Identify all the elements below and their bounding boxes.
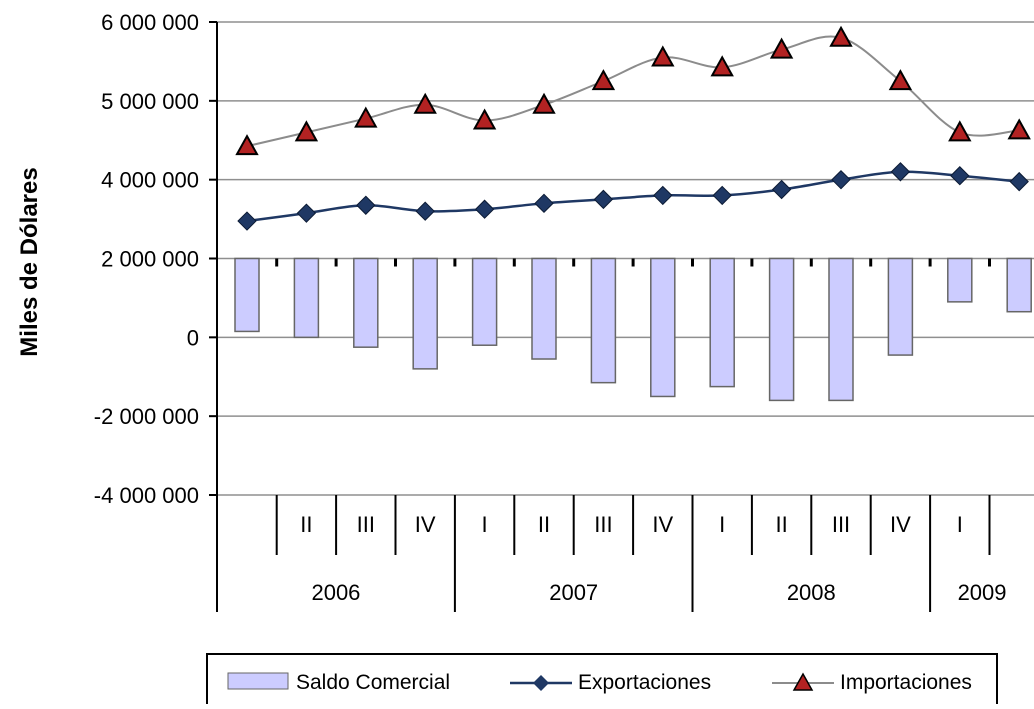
exportaciones-marker: [415, 201, 435, 221]
quarter-label: IV: [415, 512, 436, 537]
exportaciones-marker: [474, 199, 495, 219]
exportaciones-marker: [356, 195, 376, 215]
saldo-bar: [531, 257, 557, 360]
quarter-label: II: [300, 512, 312, 537]
importaciones-marker: [591, 69, 616, 91]
saldo-bar: [1006, 257, 1032, 313]
exportaciones-marker: [712, 185, 732, 206]
importaciones-marker: [354, 106, 378, 128]
saldo-bar: [947, 257, 973, 303]
year-label: 2006: [311, 580, 360, 605]
y-tick-labels: 6 000 000 5 000 000 4 000 000 2 000 000 0 -2 …: [94, 10, 199, 508]
importaciones-marker: [413, 92, 437, 114]
saldo-bar: [709, 257, 735, 388]
quarter-label: II: [538, 512, 550, 537]
exportaciones-marker: [950, 166, 970, 186]
exportaciones-marker: [1009, 171, 1029, 192]
importaciones-marker: [948, 120, 972, 142]
y-tick-label: 0: [187, 325, 199, 350]
saldo-bar: [887, 257, 914, 356]
legend: Saldo Comercial Exportaciones Importacione…: [206, 653, 998, 709]
series-lines: [246, 35, 1020, 223]
importaciones-marker: [829, 25, 853, 47]
y-tick-label: -2 000 000: [94, 404, 199, 429]
series-markers: [235, 25, 1031, 231]
saldo-bar: [234, 257, 260, 333]
axes: [209, 21, 991, 496]
year-label: 2007: [549, 580, 598, 605]
y-tick-label: 6 000 000: [101, 10, 199, 35]
y-tick-label: 5 000 000: [101, 89, 199, 114]
year-label: 2009: [958, 580, 1007, 605]
importaciones-marker: [235, 134, 259, 156]
exportaciones-marker: [653, 185, 673, 206]
exportaciones-marker: [237, 211, 257, 231]
importaciones-marker: [888, 69, 913, 91]
importaciones-marker: [472, 108, 497, 130]
saldo-bars: [234, 257, 1032, 402]
saldo-bar: [293, 257, 320, 339]
legend-export-marker: [533, 675, 549, 691]
saldo-bar: [353, 257, 379, 348]
quarter-label: I: [957, 512, 963, 537]
quarter-label: I: [482, 512, 488, 537]
importaciones-marker: [651, 45, 675, 67]
legend-saldo-label: Saldo Comercial: [296, 671, 450, 694]
quarter-label: III: [594, 512, 612, 537]
exportaciones-marker: [771, 179, 792, 200]
quarter-label: I: [719, 512, 725, 537]
importaciones-marker: [1007, 118, 1031, 140]
quarter-label: IV: [652, 512, 673, 537]
saldo-bar: [412, 257, 438, 370]
exportaciones-marker: [890, 162, 911, 182]
y-axis-label: Miles de Dólares: [16, 167, 43, 356]
year-label: 2008: [787, 580, 836, 605]
importaciones-line: [246, 35, 1020, 148]
exportaciones-marker: [593, 189, 614, 210]
legend-import-marker: [792, 672, 814, 691]
y-tick-label: 2 000 000: [101, 247, 199, 272]
saldo-bar: [650, 257, 676, 398]
quarter-label: III: [832, 512, 850, 537]
saldo-bar: [768, 257, 795, 402]
importaciones-marker: [769, 37, 794, 59]
exportaciones-marker: [534, 193, 554, 214]
exportaciones-marker: [831, 169, 851, 190]
quarter-label: III: [357, 512, 375, 537]
exportaciones-marker: [296, 203, 317, 223]
saldo-bar: [471, 257, 498, 346]
quarter-label: IV: [890, 512, 911, 537]
legend-box: [206, 653, 998, 709]
y-tick-label: 4 000 000: [101, 168, 199, 193]
saldo-bar: [828, 257, 854, 402]
legend-import-label: Importaciones: [840, 671, 972, 694]
importaciones-marker: [294, 120, 319, 142]
legend-saldo-swatch: [227, 672, 289, 690]
legend-export-label: Exportaciones: [578, 671, 711, 694]
importaciones-marker: [710, 55, 734, 77]
saldo-bar: [590, 257, 617, 384]
y-tick-label: -4 000 000: [94, 483, 199, 508]
quarter-label: II: [775, 512, 787, 537]
importaciones-marker: [532, 92, 556, 114]
